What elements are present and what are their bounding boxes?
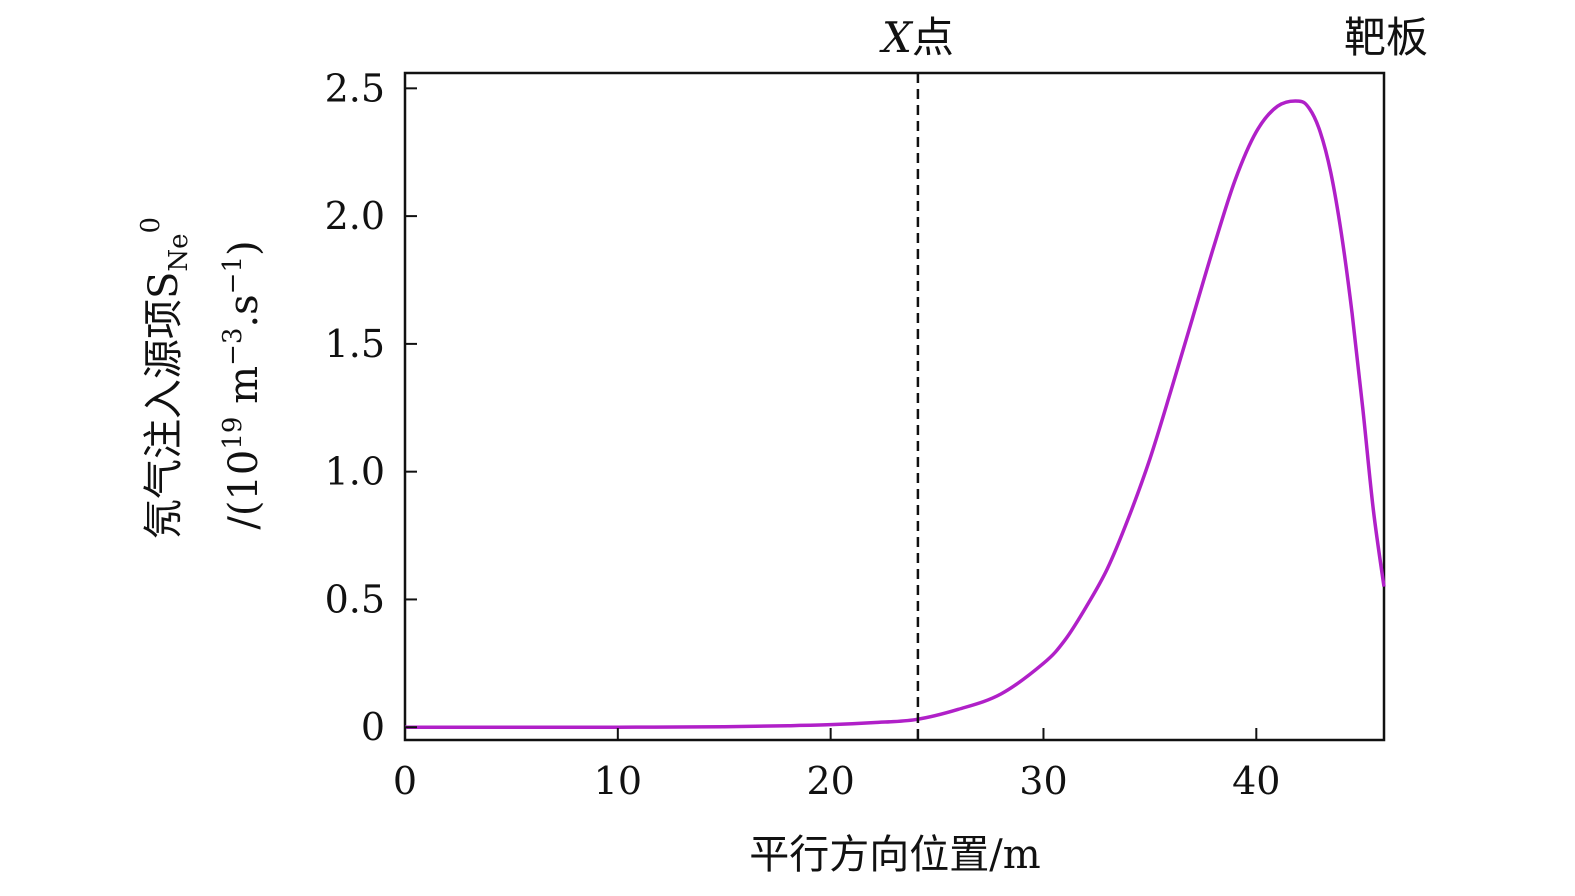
y-axis-unit-label: /(1019 m−3.s−1) bbox=[218, 240, 267, 529]
y-unit-suffix: ) bbox=[221, 240, 267, 256]
y-axis-label: 氖气注入源项SNe0 bbox=[136, 217, 194, 539]
x-tick-label: 20 bbox=[806, 759, 854, 803]
plot-area bbox=[403, 71, 1386, 742]
y-tick-label: 2.5 bbox=[325, 66, 385, 110]
y-tick-label: 0.5 bbox=[325, 577, 385, 621]
y-unit-exp3: −1 bbox=[218, 256, 248, 294]
y-tick-label: 1.5 bbox=[325, 322, 385, 366]
x-point-label: X点 bbox=[879, 13, 954, 62]
y-axis-label-main: 氖气注入源项S bbox=[141, 272, 187, 539]
y-tick-label: 2.0 bbox=[325, 194, 385, 238]
svg-text:/(1019 m−3.s−1): /(1019 m−3.s−1) bbox=[218, 240, 267, 529]
y-unit-exp2: −3 bbox=[218, 328, 248, 366]
y-tick-label: 0 bbox=[361, 705, 385, 749]
y-axis-label-sub: Ne bbox=[164, 234, 194, 272]
y-unit-exp: 19 bbox=[218, 417, 248, 450]
y-unit-mid2: .s bbox=[221, 294, 267, 327]
y-unit-prefix: /(10 bbox=[221, 450, 267, 530]
plot-frame bbox=[403, 71, 1386, 742]
y-tick-label: 1.0 bbox=[325, 450, 385, 494]
y-axis-label-sup: 0 bbox=[136, 217, 166, 234]
series-line-0 bbox=[405, 99, 1386, 730]
x-tick-label: 0 bbox=[393, 759, 417, 803]
y-unit-mid: m bbox=[221, 366, 267, 417]
annotations: X点 靶板 bbox=[879, 13, 1428, 740]
x-tick-label: 40 bbox=[1232, 759, 1280, 803]
x-tick-label: 10 bbox=[594, 759, 642, 803]
target-plate-label: 靶板 bbox=[1344, 13, 1428, 62]
x-axis-label: 平行方向位置/m bbox=[749, 832, 1040, 878]
svg-text:氖气注入源项SNe0: 氖气注入源项SNe0 bbox=[136, 217, 194, 539]
y-axis: 0 0.5 1.0 1.5 2.0 2.5 bbox=[325, 66, 417, 749]
x-tick-label: 30 bbox=[1019, 759, 1067, 803]
x-axis: 0 10 20 30 40 bbox=[393, 728, 1280, 803]
